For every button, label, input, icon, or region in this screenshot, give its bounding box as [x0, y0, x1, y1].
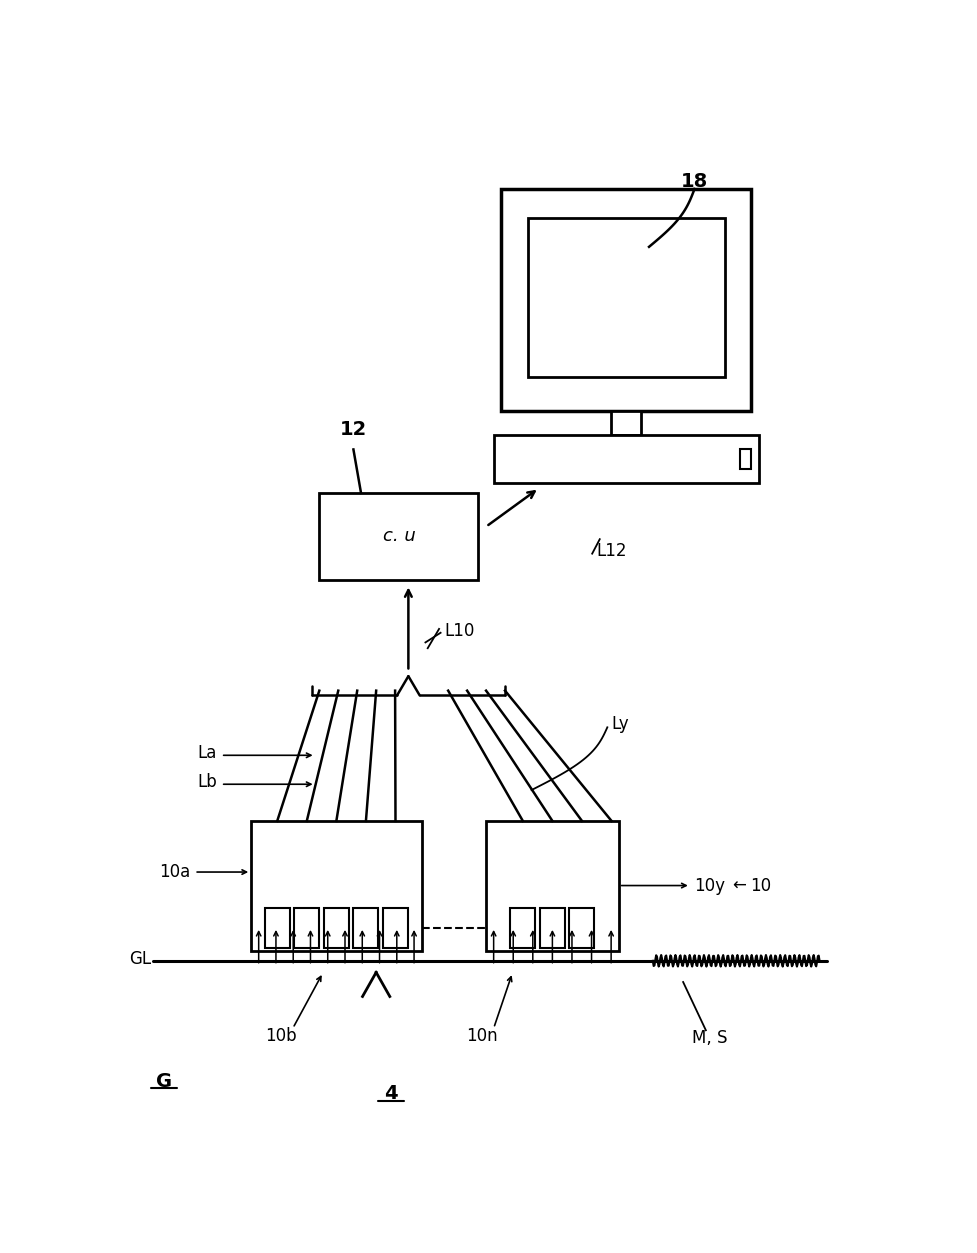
Text: ←: ← [732, 877, 745, 895]
Bar [265, 907, 289, 949]
Text: L10: L10 [444, 621, 474, 640]
Bar [740, 450, 750, 469]
Bar [251, 821, 421, 951]
Text: 18: 18 [680, 172, 707, 190]
Text: M, S: M, S [691, 1029, 727, 1048]
Bar [510, 907, 534, 949]
Text: 10y: 10y [694, 877, 725, 895]
Bar [539, 907, 565, 949]
Bar [486, 821, 618, 951]
Bar [611, 411, 641, 435]
Text: 12: 12 [339, 420, 366, 439]
Text: GL: GL [129, 950, 150, 967]
Text: 10b: 10b [266, 1027, 297, 1045]
Text: 4: 4 [384, 1084, 398, 1104]
Bar [353, 907, 378, 949]
Text: c. u: c. u [382, 528, 415, 545]
Text: 10n: 10n [466, 1027, 497, 1045]
Bar [323, 907, 349, 949]
Bar [569, 907, 594, 949]
Text: Ly: Ly [611, 715, 628, 733]
Bar [528, 218, 724, 377]
Text: Lb: Lb [197, 773, 217, 792]
Text: 10a: 10a [159, 863, 191, 881]
Bar [383, 907, 407, 949]
Text: L12: L12 [595, 541, 626, 560]
Text: G: G [155, 1071, 172, 1091]
Text: La: La [197, 744, 217, 762]
Text: 10: 10 [749, 877, 770, 895]
Bar [319, 492, 478, 580]
Bar [493, 435, 758, 484]
Bar [501, 189, 750, 411]
Bar [294, 907, 319, 949]
